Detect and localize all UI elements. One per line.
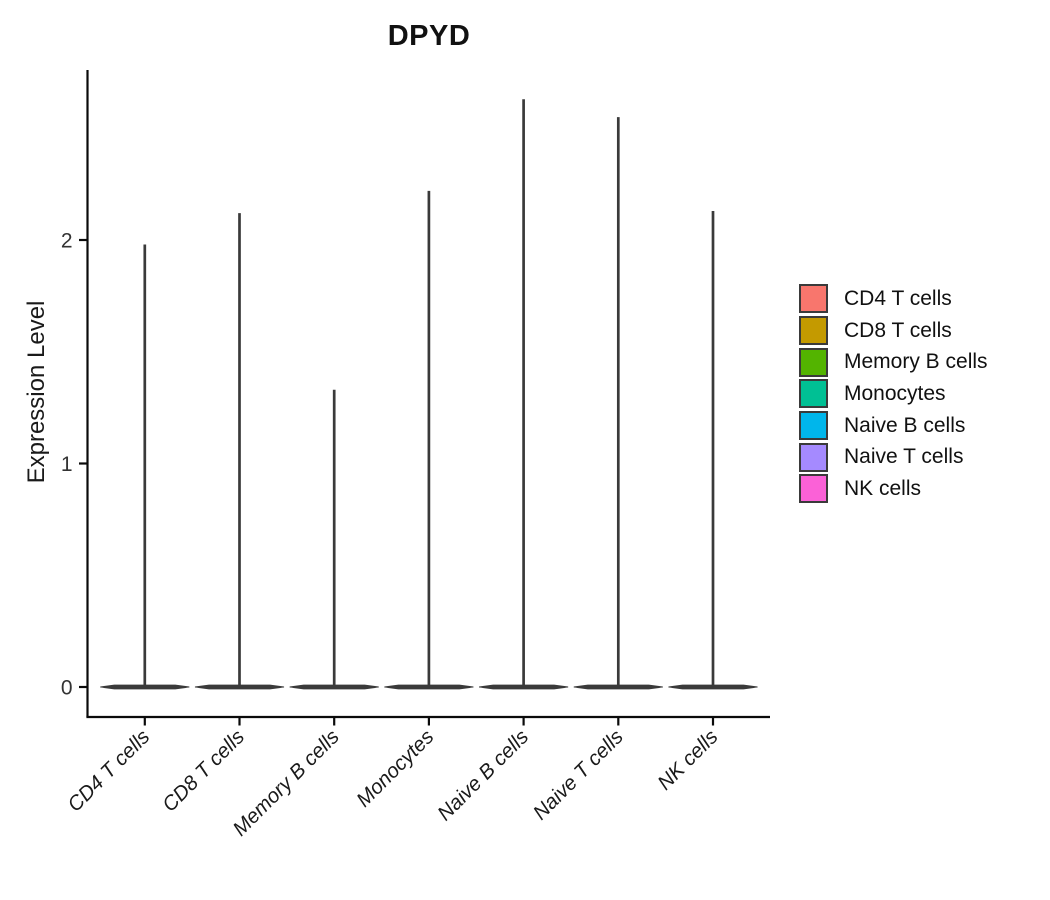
legend-swatch bbox=[799, 379, 828, 409]
legend-item: Naive B cells bbox=[799, 410, 988, 442]
legend-swatch bbox=[799, 442, 828, 472]
legend: CD4 T cells CD8 T cells Memory B cells Mono… bbox=[799, 283, 988, 505]
legend-label: Naive B cells bbox=[844, 413, 966, 437]
legend-label: CD8 T cells bbox=[844, 318, 952, 342]
x-tick-label: Monocytes bbox=[352, 725, 438, 811]
violin-body bbox=[289, 684, 379, 690]
legend-label: Naive T cells bbox=[844, 445, 964, 469]
legend-swatch bbox=[799, 316, 828, 346]
x-tick-label: CD4 T cells bbox=[63, 725, 154, 816]
x-tick-label: CD8 T cells bbox=[158, 725, 249, 816]
violin-body bbox=[194, 684, 285, 690]
violin-body bbox=[668, 684, 758, 690]
violin-naive-b-cells bbox=[479, 99, 569, 690]
legend-swatch bbox=[799, 411, 828, 441]
x-tick-label: Naive T cells bbox=[529, 725, 628, 824]
violin-body bbox=[573, 684, 663, 690]
y-tick-label: 1 bbox=[61, 453, 73, 476]
legend-label: NK cells bbox=[844, 476, 922, 500]
chart-title: DPYD bbox=[387, 20, 471, 52]
legend-item: Memory B cells bbox=[799, 346, 988, 378]
x-tick-label: Naive B cells bbox=[433, 725, 533, 825]
violin-body bbox=[384, 684, 474, 690]
violin-memory-b-cells bbox=[289, 389, 379, 690]
violin-body bbox=[100, 684, 190, 690]
violin-cd4-t-cells bbox=[100, 244, 190, 690]
y-tick-label: 0 bbox=[61, 677, 73, 700]
violin-naive-t-cells bbox=[573, 117, 663, 690]
violin-nk-cells bbox=[668, 210, 758, 690]
legend-label: Memory B cells bbox=[844, 350, 988, 374]
x-tick-label: NK cells bbox=[653, 725, 722, 794]
legend-item: CD4 T cells bbox=[799, 283, 988, 315]
violin-monocytes bbox=[384, 190, 474, 690]
legend-swatch bbox=[799, 284, 828, 314]
legend-item: CD8 T cells bbox=[799, 315, 988, 347]
legend-label: CD4 T cells bbox=[844, 286, 952, 310]
legend-item: NK cells bbox=[799, 473, 988, 505]
y-tick-label: 2 bbox=[61, 230, 73, 253]
legend-label: Monocytes bbox=[844, 381, 946, 405]
legend-item: Monocytes bbox=[799, 378, 988, 410]
violin-cd8-t-cells bbox=[194, 213, 285, 690]
legend-item: Naive T cells bbox=[799, 441, 988, 473]
legend-swatch bbox=[799, 474, 828, 504]
legend-swatch bbox=[799, 347, 828, 377]
violin-body bbox=[479, 684, 569, 690]
